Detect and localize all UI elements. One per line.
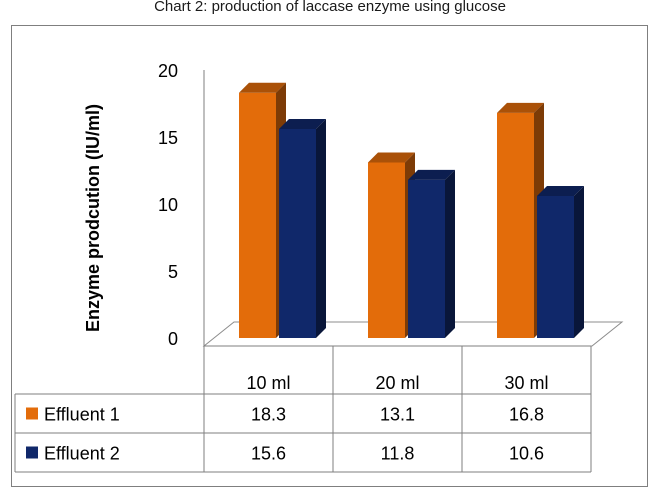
y-tick-label: 15 [158,128,178,148]
bar-front [279,128,316,338]
legend-label: Effluent 2 [44,444,120,464]
y-axis-label: Enzyme prodcution (IU/ml) [83,104,103,332]
data-label: 18.3 [251,405,286,425]
legend-label: Effluent 1 [44,405,120,425]
data-label: 11.8 [381,444,415,464]
chart-area [11,25,648,487]
bar-top [279,118,326,129]
data-label: 10.6 [509,444,544,464]
bar [279,118,326,339]
data-table: 10 ml 20 ml 30 ml Effluent 1 18.3 13.1 16.8 Eff… [14,345,592,473]
chart-title: Chart 2: production of laccase enzyme us… [154,0,506,15]
data-label: 13.1 [380,405,415,425]
bar-front [368,162,405,338]
x-tick-label: 20 ml [375,373,419,393]
y-tick-label: 0 [168,329,178,349]
y-tick-label: 20 [158,61,178,81]
bar-side [445,169,455,338]
bar-front [497,112,534,338]
bar [408,169,455,338]
bar-side [574,185,584,338]
y-axis: 0 5 10 15 20 [158,61,205,349]
bar-front [408,179,445,338]
bar [368,152,415,338]
bar [537,185,584,338]
bar-front [239,92,276,338]
x-tick-label: 10 ml [246,373,290,393]
y-tick-label: 5 [168,262,178,282]
bar-front [537,195,574,338]
data-label: 16.8 [509,405,544,425]
y-tick-label: 10 [158,195,178,215]
bar-top [408,169,455,180]
bars [239,82,584,339]
bar-top [537,185,584,196]
bar-top [497,102,544,113]
data-label: 15.6 [251,444,286,464]
legend-swatch [26,446,38,459]
bar [239,82,286,338]
bar [497,102,544,338]
legend-swatch [26,407,38,420]
bar-top [239,82,286,93]
x-tick-label: 30 ml [504,373,548,393]
bar-top [368,152,415,163]
bar-side [316,118,326,339]
